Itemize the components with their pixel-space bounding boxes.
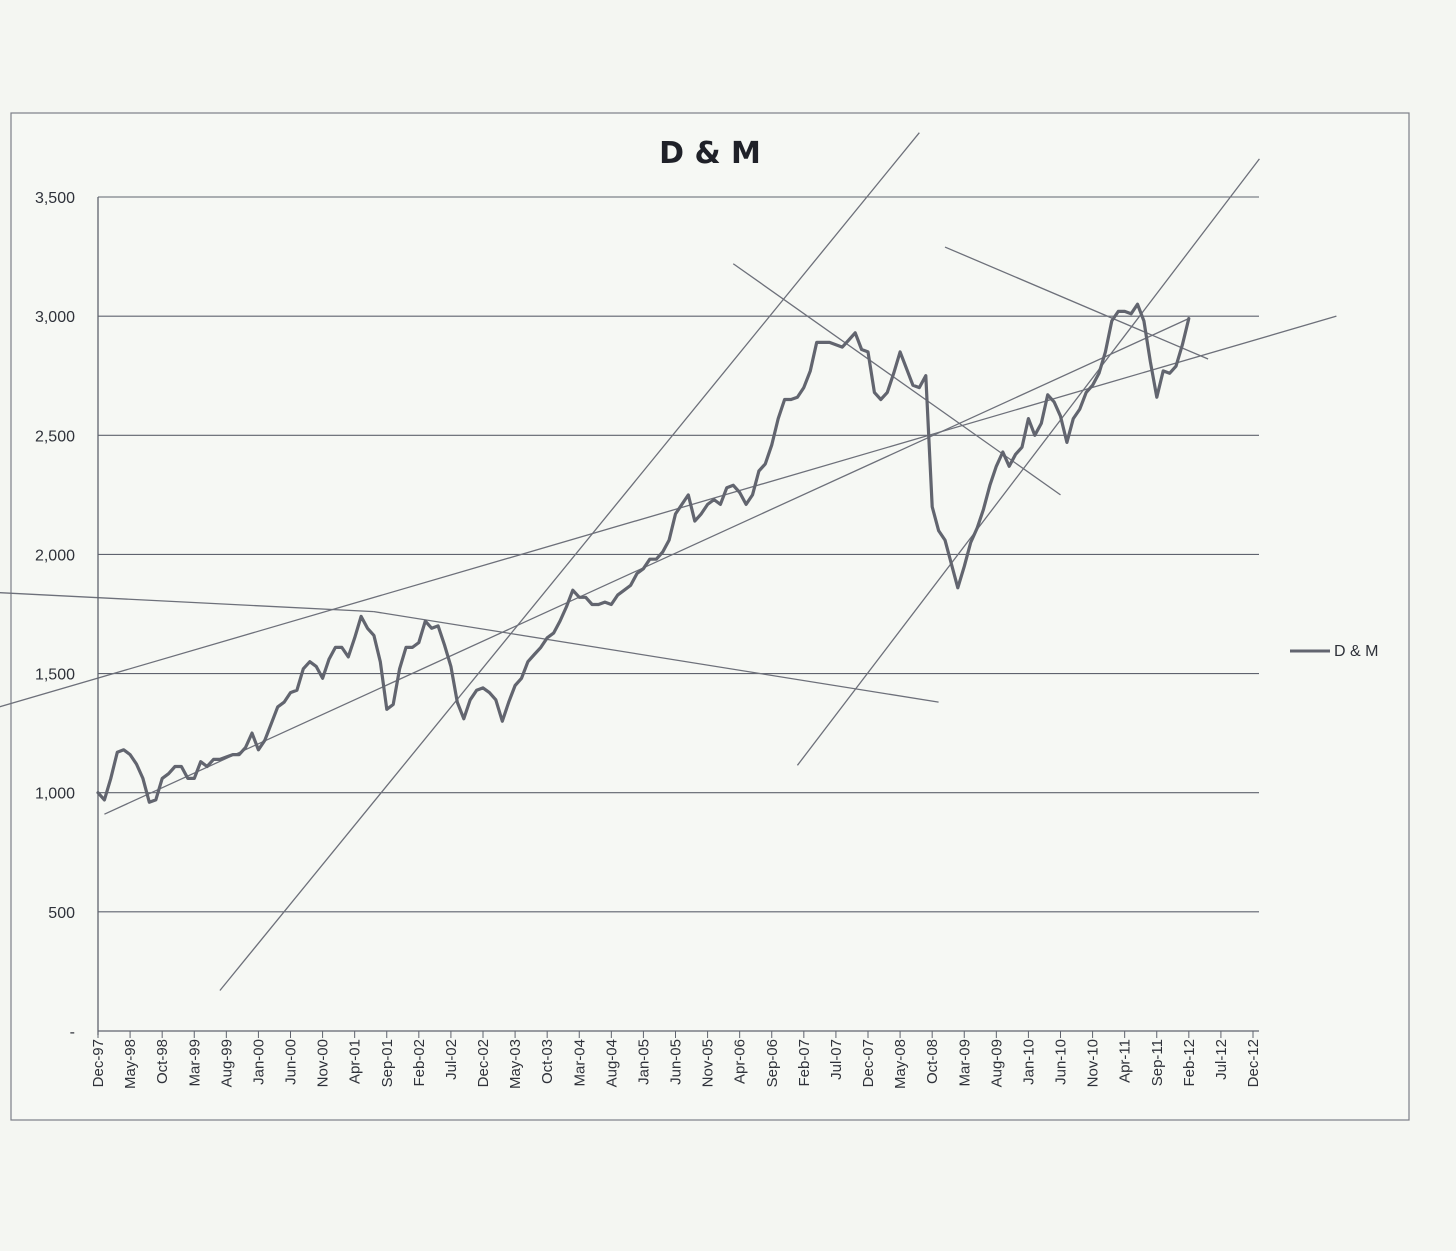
y-tick-label: 1,000 bbox=[35, 786, 75, 803]
trendline bbox=[0, 315, 1337, 708]
y-tick-label: 3,500 bbox=[35, 190, 75, 207]
x-tick-label: Jun-05 bbox=[668, 1039, 685, 1085]
x-tick-label: Feb-02 bbox=[411, 1039, 428, 1087]
x-tick-label: Apr-01 bbox=[347, 1039, 364, 1084]
x-tick-label: Mar-99 bbox=[186, 1039, 203, 1087]
x-tick-label: Aug-09 bbox=[988, 1039, 1005, 1087]
x-tick-label: Jul-02 bbox=[443, 1039, 460, 1080]
x-tick-label: Oct-03 bbox=[539, 1039, 556, 1084]
x-tick-label: Dec-12 bbox=[1245, 1039, 1262, 1087]
legend-label: D & M bbox=[1334, 643, 1378, 660]
chart-title: D & M bbox=[659, 136, 761, 171]
x-tick-label: May-98 bbox=[122, 1039, 139, 1089]
legend: D & M bbox=[1290, 643, 1378, 660]
series-line bbox=[96, 302, 1191, 804]
x-tick-label: Nov-05 bbox=[700, 1039, 717, 1087]
trendline bbox=[373, 610, 939, 703]
x-tick-label: May-03 bbox=[507, 1039, 524, 1089]
x-tick-label: Oct-08 bbox=[924, 1039, 941, 1084]
x-tick-label: Sep-06 bbox=[764, 1039, 781, 1087]
x-tick-label: Oct-98 bbox=[154, 1039, 171, 1084]
x-tick-label: Apr-06 bbox=[732, 1039, 749, 1084]
x-tick-label: Nov-10 bbox=[1085, 1039, 1102, 1087]
x-tick-label: Dec-97 bbox=[90, 1039, 107, 1087]
y-tick-label: 500 bbox=[48, 905, 75, 922]
x-tick-label: May-08 bbox=[892, 1039, 909, 1089]
trendline bbox=[0, 592, 374, 613]
x-tick-label: Mar-04 bbox=[571, 1039, 588, 1087]
y-tick-label: 2,500 bbox=[35, 428, 75, 445]
chart-frame bbox=[10, 112, 1410, 1121]
x-tick-label: Sep-11 bbox=[1149, 1039, 1166, 1086]
axes: - 500 1,000 1,500 2,000 2,500 3,000 3,500 Dec-97… bbox=[35, 190, 1262, 1089]
x-tick-label: Jul-12 bbox=[1213, 1039, 1230, 1080]
gridlines bbox=[98, 196, 1259, 913]
x-tick-label: Jan-00 bbox=[250, 1039, 267, 1085]
x-tick-label: Jan-10 bbox=[1020, 1039, 1037, 1085]
y-tick-label: - bbox=[70, 1024, 75, 1041]
y-tick-label: 2,000 bbox=[35, 547, 75, 564]
trendline bbox=[796, 158, 1260, 766]
x-tick-label: Aug-99 bbox=[218, 1039, 235, 1087]
x-tick-label: Feb-07 bbox=[796, 1039, 813, 1087]
x-tick-label: Dec-07 bbox=[860, 1039, 877, 1087]
data-series bbox=[96, 302, 1191, 804]
x-tick-label: Mar-09 bbox=[956, 1039, 973, 1087]
y-tick-label: 1,500 bbox=[35, 667, 75, 684]
x-tick-label: Apr-11 bbox=[1117, 1039, 1134, 1083]
x-tick-label: Jul-07 bbox=[828, 1039, 845, 1080]
x-tick-label: Jan-05 bbox=[635, 1039, 652, 1085]
y-tick-label: 3,000 bbox=[35, 309, 75, 326]
x-tick-label: Feb-12 bbox=[1181, 1039, 1198, 1087]
x-tick-label: Sep-01 bbox=[379, 1039, 396, 1087]
trendline bbox=[944, 246, 1209, 360]
x-tick-label: Jun-00 bbox=[283, 1039, 300, 1085]
x-tick-label: Nov-00 bbox=[315, 1039, 332, 1087]
x-tick-label: Jun-10 bbox=[1053, 1039, 1070, 1085]
trendline bbox=[219, 132, 920, 991]
x-tick-label: Dec-02 bbox=[475, 1039, 492, 1087]
x-tick-label: Aug-04 bbox=[603, 1039, 620, 1087]
